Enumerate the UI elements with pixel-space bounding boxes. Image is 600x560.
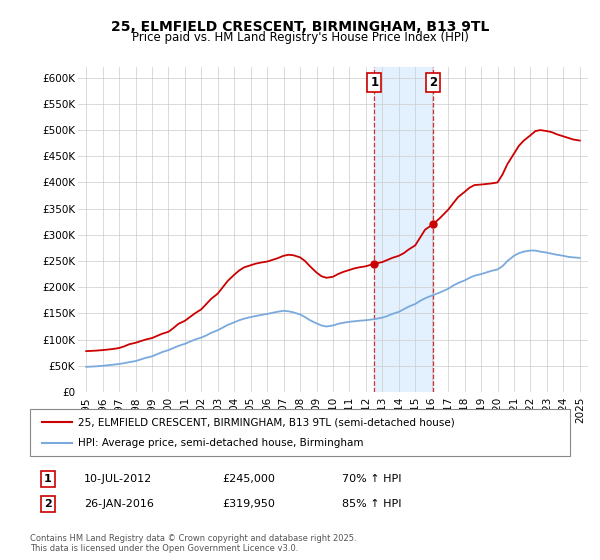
Text: 26-JAN-2016: 26-JAN-2016 (84, 499, 154, 509)
Text: 2: 2 (44, 499, 52, 509)
Text: 1: 1 (44, 474, 52, 484)
Text: 2: 2 (429, 76, 437, 90)
Text: 70% ↑ HPI: 70% ↑ HPI (342, 474, 401, 484)
Text: Price paid vs. HM Land Registry's House Price Index (HPI): Price paid vs. HM Land Registry's House … (131, 31, 469, 44)
Text: HPI: Average price, semi-detached house, Birmingham: HPI: Average price, semi-detached house,… (78, 438, 364, 448)
Text: 25, ELMFIELD CRESCENT, BIRMINGHAM, B13 9TL: 25, ELMFIELD CRESCENT, BIRMINGHAM, B13 9… (111, 20, 489, 34)
Text: 1: 1 (370, 76, 379, 90)
Text: 85% ↑ HPI: 85% ↑ HPI (342, 499, 401, 509)
Text: 10-JUL-2012: 10-JUL-2012 (84, 474, 152, 484)
Bar (374, 67, 433, 392)
Text: £319,950: £319,950 (222, 499, 275, 509)
Text: 25, ELMFIELD CRESCENT, BIRMINGHAM, B13 9TL (semi-detached house): 25, ELMFIELD CRESCENT, BIRMINGHAM, B13 9… (78, 417, 455, 427)
Text: £245,000: £245,000 (222, 474, 275, 484)
Text: Contains HM Land Registry data © Crown copyright and database right 2025.
This d: Contains HM Land Registry data © Crown c… (30, 534, 356, 553)
